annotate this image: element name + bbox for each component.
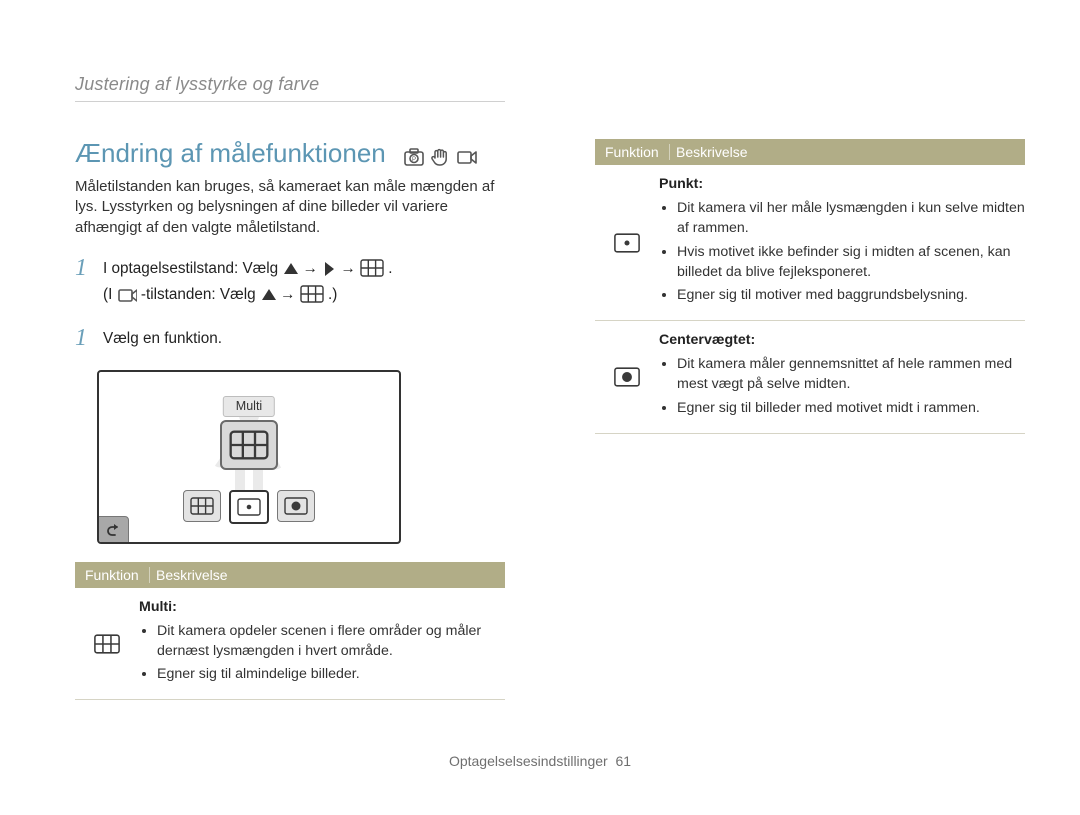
table-rows-right: Punkt: Dit kamera vil her måle lysmængden… <box>595 165 1025 434</box>
lcd-option-multi[interactable] <box>183 490 221 522</box>
row-title: Multi: <box>139 598 505 618</box>
table-row: Centervægtet: Dit kamera måler gennemsnit… <box>595 321 1025 434</box>
row-bullet: Egner sig til motiver med baggrundsbelys… <box>677 286 1025 306</box>
camera-p-icon <box>403 147 425 167</box>
lcd-selected-icon <box>220 420 278 470</box>
page: Justering af lysstyrke og farve Ændring … <box>0 0 1080 815</box>
meter-spot-icon <box>613 232 641 254</box>
right-column: Funktion Beskrivelse Punkt: Dit kamera vi… <box>595 139 1025 434</box>
row-title: Centervægtet: <box>659 331 1025 351</box>
row-icon-cell <box>595 331 659 423</box>
step1-suffix2: .) <box>328 286 337 303</box>
page-footer: Optagelselsesindstillinger 61 <box>0 753 1080 769</box>
th-function: Funktion <box>75 567 149 583</box>
footer-page-number: 61 <box>615 753 631 769</box>
step1-line2-mid: -tilstanden: Vælg <box>141 286 260 303</box>
breadcrumb: Justering af lysstyrke og farve <box>75 74 505 102</box>
arrow: → <box>340 260 360 277</box>
meter-multi-icon <box>93 633 121 655</box>
mode-icons <box>403 148 478 168</box>
row-title: Punkt: <box>659 175 1025 195</box>
row-bullets: Dit kamera vil her måle lysmængden i kun… <box>659 199 1025 306</box>
lcd-option-row <box>183 490 315 524</box>
step1-line2-prefix: (I <box>103 286 117 303</box>
step-2-text: Vælg en funktion. <box>103 326 222 352</box>
step-2-number: 1 <box>75 326 103 350</box>
th-function: Funktion <box>595 144 669 160</box>
step-2: 1 Vælg en funktion. <box>75 326 505 352</box>
row-bullet: Dit kamera vil her måle lysmængden i kun… <box>677 199 1025 239</box>
step-1-text: I optagelsestilstand: Vælg → → . (I -til… <box>103 256 393 308</box>
table-header: Funktion Beskrivelse <box>75 562 505 588</box>
table-row: Punkt: Dit kamera vil her måle lysmængden… <box>595 165 1025 321</box>
step-1-number: 1 <box>75 256 103 280</box>
back-icon <box>104 522 122 538</box>
row-desc-cell: Punkt: Dit kamera vil her måle lysmængden… <box>659 175 1025 310</box>
table-header: Funktion Beskrivelse <box>595 139 1025 165</box>
page-title: Ændring af målefunktionen <box>75 138 505 169</box>
meter-multi-icon <box>229 428 269 462</box>
up-triangle-icon <box>282 261 298 275</box>
lcd-label-pill: Multi <box>223 396 275 417</box>
step1-prefix: I optagelsestilstand: Vælg <box>103 260 282 277</box>
table-row: Multi: Dit kamera opdeler scenen i flere … <box>75 588 505 701</box>
lcd-illustration: Multi <box>97 370 505 544</box>
row-bullet: Dit kamera opdeler scenen i flere område… <box>157 622 505 662</box>
row-bullet: Hvis motivet ikke befinder sig i midten … <box>677 243 1025 283</box>
row-bullets: Dit kamera måler gennemsnittet af hele r… <box>659 355 1025 419</box>
lcd-back-button[interactable] <box>97 516 129 544</box>
row-bullet: Dit kamera måler gennemsnittet af hele r… <box>677 355 1025 395</box>
meter-spot-icon <box>237 497 261 517</box>
th-description: Beskrivelse <box>149 567 228 583</box>
meter-center-icon <box>284 496 308 516</box>
lcd-option-center[interactable] <box>277 490 315 522</box>
row-bullet: Egner sig til almindelige billeder. <box>157 665 505 685</box>
th-description: Beskrivelse <box>669 144 748 160</box>
meter-multi-icon <box>360 258 384 278</box>
lcd-screen: Multi <box>97 370 401 544</box>
up-triangle-icon <box>260 287 276 301</box>
meter-multi-icon <box>190 496 214 516</box>
meter-center-icon <box>613 366 641 388</box>
page-title-text: Ændring af målefunktionen <box>75 138 386 168</box>
right-chevron-icon <box>322 260 336 276</box>
intro-text: Måletilstanden kan bruges, så kameraet k… <box>75 177 505 238</box>
row-bullet: Egner sig til billeder med motivet midt … <box>677 399 1025 419</box>
footer-section: Optagelselsesindstillinger <box>449 753 608 769</box>
lcd-option-spot[interactable] <box>229 490 269 524</box>
arrow: → <box>280 286 300 303</box>
table-rows-left: Multi: Dit kamera opdeler scenen i flere … <box>75 588 505 701</box>
step1-suffix1: . <box>388 260 392 277</box>
hand-icon <box>429 147 451 167</box>
row-icon-cell <box>595 175 659 310</box>
movie-icon <box>456 147 478 167</box>
meter-multi-icon <box>300 284 324 304</box>
row-desc-cell: Multi: Dit kamera opdeler scenen i flere … <box>139 598 505 690</box>
row-desc-cell: Centervægtet: Dit kamera måler gennemsnit… <box>659 331 1025 423</box>
left-column: Justering af lysstyrke og farve Ændring … <box>75 74 505 700</box>
movie-icon <box>117 285 137 303</box>
row-bullets: Dit kamera opdeler scenen i flere område… <box>139 622 505 686</box>
arrow: → <box>303 260 323 277</box>
step-1: 1 I optagelsestilstand: Vælg → → . (I -t… <box>75 256 505 308</box>
row-icon-cell <box>75 598 139 690</box>
